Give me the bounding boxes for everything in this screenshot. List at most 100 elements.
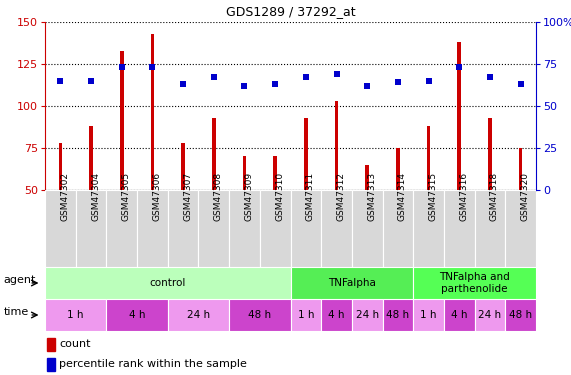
Bar	[291, 267, 413, 299]
Text: 24 h: 24 h	[478, 310, 501, 320]
Point	[179, 81, 188, 87]
Text: 4 h: 4 h	[129, 310, 145, 320]
Text: 1 h: 1 h	[67, 310, 84, 320]
Bar	[106, 299, 168, 331]
Text: 24 h: 24 h	[356, 310, 379, 320]
Bar	[519, 148, 522, 190]
Text: GSM47318: GSM47318	[490, 172, 499, 221]
Text: time: time	[3, 307, 29, 317]
Bar	[335, 101, 339, 190]
Bar	[475, 190, 505, 267]
Bar	[47, 358, 55, 371]
Text: TNFalpha: TNFalpha	[328, 278, 376, 288]
Bar	[304, 118, 308, 190]
Bar	[45, 299, 106, 331]
Text: GSM47304: GSM47304	[91, 172, 100, 220]
Bar	[89, 126, 93, 190]
Text: 48 h: 48 h	[248, 310, 271, 320]
Point	[271, 81, 280, 87]
Bar	[352, 299, 383, 331]
Point	[332, 71, 341, 77]
Bar	[106, 190, 137, 267]
Text: GSM47320: GSM47320	[521, 172, 530, 220]
Bar	[475, 299, 505, 331]
Text: 24 h: 24 h	[187, 310, 210, 320]
Bar	[413, 267, 536, 299]
Text: 4 h: 4 h	[328, 310, 345, 320]
Text: GSM47316: GSM47316	[459, 172, 468, 221]
Bar	[505, 299, 536, 331]
Point	[117, 64, 126, 70]
Text: GSM47306: GSM47306	[152, 172, 162, 221]
Point	[148, 64, 157, 70]
Bar	[47, 338, 55, 351]
Bar	[413, 299, 444, 331]
Bar	[199, 190, 229, 267]
Point	[516, 81, 525, 87]
Text: GSM47314: GSM47314	[398, 172, 407, 220]
Text: count: count	[59, 339, 90, 350]
Text: GSM47310: GSM47310	[275, 172, 284, 221]
Bar	[444, 190, 475, 267]
Text: TNFalpha and
parthenolide: TNFalpha and parthenolide	[439, 272, 510, 294]
Bar	[457, 42, 461, 190]
Bar	[260, 190, 291, 267]
Bar	[45, 190, 76, 267]
Text: GSM47311: GSM47311	[306, 172, 315, 221]
Text: percentile rank within the sample: percentile rank within the sample	[59, 359, 247, 369]
Bar	[291, 190, 321, 267]
Point	[485, 75, 494, 81]
Bar	[120, 51, 123, 190]
Text: 48 h: 48 h	[387, 310, 409, 320]
Point	[301, 75, 311, 81]
Bar	[505, 190, 536, 267]
Bar	[291, 299, 321, 331]
Text: GSM47307: GSM47307	[183, 172, 192, 221]
Bar	[413, 190, 444, 267]
Bar	[396, 148, 400, 190]
Text: GSM47313: GSM47313	[367, 172, 376, 221]
Text: 1 h: 1 h	[420, 310, 437, 320]
Bar	[274, 156, 277, 190]
Text: GSM47302: GSM47302	[61, 172, 69, 220]
Bar	[45, 267, 291, 299]
Text: GSM47315: GSM47315	[429, 172, 437, 221]
Point	[86, 78, 95, 84]
Text: GSM47305: GSM47305	[122, 172, 131, 221]
Bar	[444, 299, 475, 331]
Bar	[352, 190, 383, 267]
Bar	[137, 190, 168, 267]
Text: GSM47308: GSM47308	[214, 172, 223, 221]
Text: GDS1289 / 37292_at: GDS1289 / 37292_at	[226, 5, 355, 18]
Bar	[243, 156, 246, 190]
Bar	[321, 190, 352, 267]
Text: 4 h: 4 h	[451, 310, 468, 320]
Text: GSM47312: GSM47312	[336, 172, 345, 220]
Bar	[168, 299, 229, 331]
Point	[56, 78, 65, 84]
Text: control: control	[150, 278, 186, 288]
Bar	[58, 143, 62, 190]
Bar	[365, 165, 369, 190]
Text: 48 h: 48 h	[509, 310, 532, 320]
Bar	[383, 299, 413, 331]
Text: agent: agent	[3, 275, 36, 285]
Point	[240, 83, 249, 89]
Point	[363, 83, 372, 89]
Point	[393, 80, 403, 86]
Bar	[168, 190, 199, 267]
Point	[455, 64, 464, 70]
Bar	[229, 299, 291, 331]
Text: 1 h: 1 h	[297, 310, 314, 320]
Bar	[383, 190, 413, 267]
Bar	[229, 190, 260, 267]
Bar	[76, 190, 106, 267]
Bar	[488, 118, 492, 190]
Point	[424, 78, 433, 84]
Point	[209, 75, 218, 81]
Bar	[427, 126, 431, 190]
Bar	[321, 299, 352, 331]
Bar	[151, 34, 154, 190]
Bar	[212, 118, 216, 190]
Text: GSM47309: GSM47309	[244, 172, 254, 221]
